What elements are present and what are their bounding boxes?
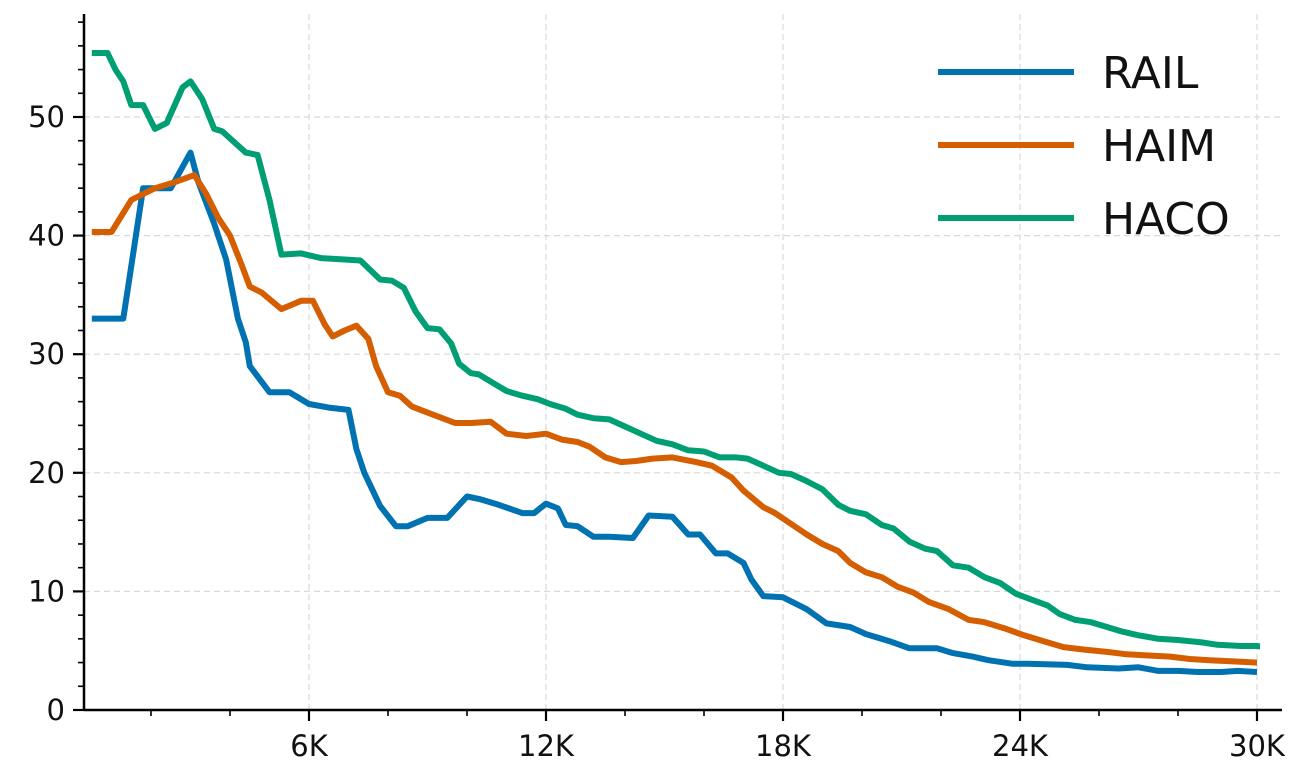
tick-labels: 6K 12K 18K 24K 30K 0 10 20 30 40 50	[28, 100, 1286, 763]
legend-label-rail: RAIL	[1102, 48, 1199, 99]
x-tick-label: 12K	[518, 729, 575, 763]
tick-marks	[73, 21, 1259, 721]
y-tick-label: 20	[28, 456, 65, 490]
grid-lines	[84, 14, 1282, 710]
series-lines	[91, 50, 1260, 675]
y-tick-label: 30	[28, 337, 65, 371]
series-line-rail	[91, 149, 1258, 675]
x-tick-label: 24K	[992, 729, 1049, 763]
y-tick-label: 40	[28, 219, 65, 253]
series-line-haco	[91, 50, 1260, 650]
y-tick-label: 0	[47, 693, 65, 727]
x-tick-label: 6K	[290, 729, 328, 763]
legend-label-haim: HAIM	[1102, 121, 1216, 172]
y-tick-label: 10	[28, 574, 65, 608]
legend: RAIL HAIM HACO	[938, 48, 1230, 245]
x-tick-label: 18K	[755, 729, 812, 763]
series-line-haim	[91, 172, 1258, 666]
x-tick-label: 30K	[1229, 729, 1286, 763]
legend-label-haco: HACO	[1102, 194, 1230, 245]
axes	[82, 14, 1282, 712]
y-tick-label: 50	[28, 100, 65, 134]
